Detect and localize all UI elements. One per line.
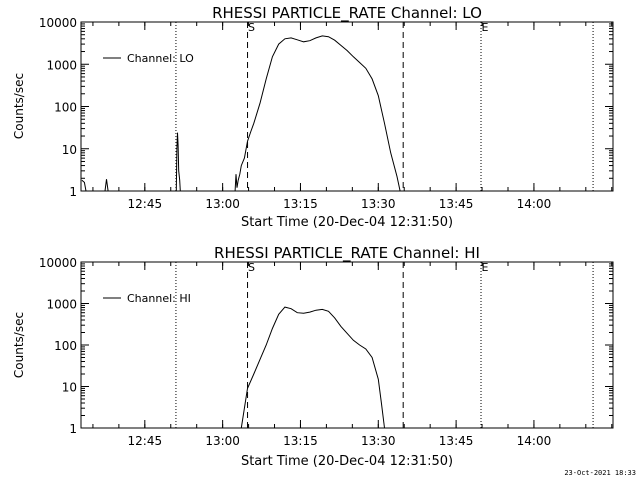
y-axis-label: Counts/sec: [12, 312, 26, 378]
x-tick-label: 13:00: [205, 434, 240, 448]
y-tick-label: 10000: [39, 16, 77, 30]
generation-timestamp: 23-Oct-2021 18:33: [564, 469, 636, 477]
chart-title: RHESSI PARTICLE_RATE Channel: LO: [212, 4, 482, 23]
x-tick-label: 14:00: [517, 434, 552, 448]
series-lines: [240, 306, 385, 429]
marker-label: E: [482, 261, 489, 274]
series-line: [104, 179, 109, 192]
legend: Channel: HI: [103, 292, 191, 305]
chart-panel-hi: RHESSI PARTICLE_RATE Channel: HI 1101001…: [12, 244, 614, 469]
x-tick-label: 13:15: [283, 197, 318, 211]
y-ticks: 1 10 100 1000 10000: [39, 256, 613, 436]
x-tick-label: 12:45: [128, 197, 163, 211]
y-tick-label: 100: [54, 339, 77, 353]
y-tick-label: 1000: [46, 298, 77, 312]
x-axis-label: Start Time (20-Dec-04 12:31:50): [241, 454, 453, 469]
y-tick-label: 100: [54, 101, 77, 115]
series-line: [234, 35, 401, 192]
marker-label: S: [248, 261, 255, 274]
x-tick-label: 13:45: [439, 197, 474, 211]
series-line: [81, 179, 87, 192]
chart-panel-lo: RHESSI PARTICLE_RATE Channel: LO 1101001…: [12, 4, 614, 230]
series-lines: [81, 35, 401, 192]
x-tick-label: 12:45: [128, 434, 163, 448]
x-axis-label: Start Time (20-Dec-04 12:31:50): [241, 215, 453, 230]
x-tick-label: 13:15: [283, 434, 318, 448]
y-tick-label: 10000: [39, 256, 77, 270]
x-ticks: 12:45 13:00 13:15 13:30 13:45 14:00: [92, 22, 613, 211]
x-tick-label: 14:00: [517, 197, 552, 211]
series-line: [175, 132, 181, 192]
x-tick-label: 13:30: [361, 434, 396, 448]
x-tick-label: 13:00: [205, 197, 240, 211]
legend-label: Channel: LO: [127, 52, 194, 65]
marker-label: E: [482, 21, 489, 34]
marker-label: S: [248, 21, 255, 34]
legend-label: Channel: HI: [127, 292, 191, 305]
plot-frame: [80, 261, 614, 429]
chart-title: RHESSI PARTICLE_RATE Channel: HI: [214, 244, 480, 263]
x-tick-label: 13:30: [361, 197, 396, 211]
y-axis-label: Counts/sec: [12, 73, 26, 139]
y-tick-label: 10: [62, 381, 77, 395]
y-ticks: 1 10 100 1000 10000: [39, 16, 613, 199]
x-ticks: 12:45 13:00 13:15 13:30 13:45 14:00: [92, 262, 613, 448]
plot-frame: [80, 21, 614, 192]
y-tick-label: 10: [62, 143, 77, 157]
legend: Channel: LO: [103, 52, 194, 65]
x-tick-label: 13:45: [439, 434, 474, 448]
y-tick-label: 1: [69, 185, 77, 199]
series-line: [240, 306, 385, 429]
y-tick-label: 1000: [46, 58, 77, 72]
y-tick-label: 1: [69, 422, 77, 436]
